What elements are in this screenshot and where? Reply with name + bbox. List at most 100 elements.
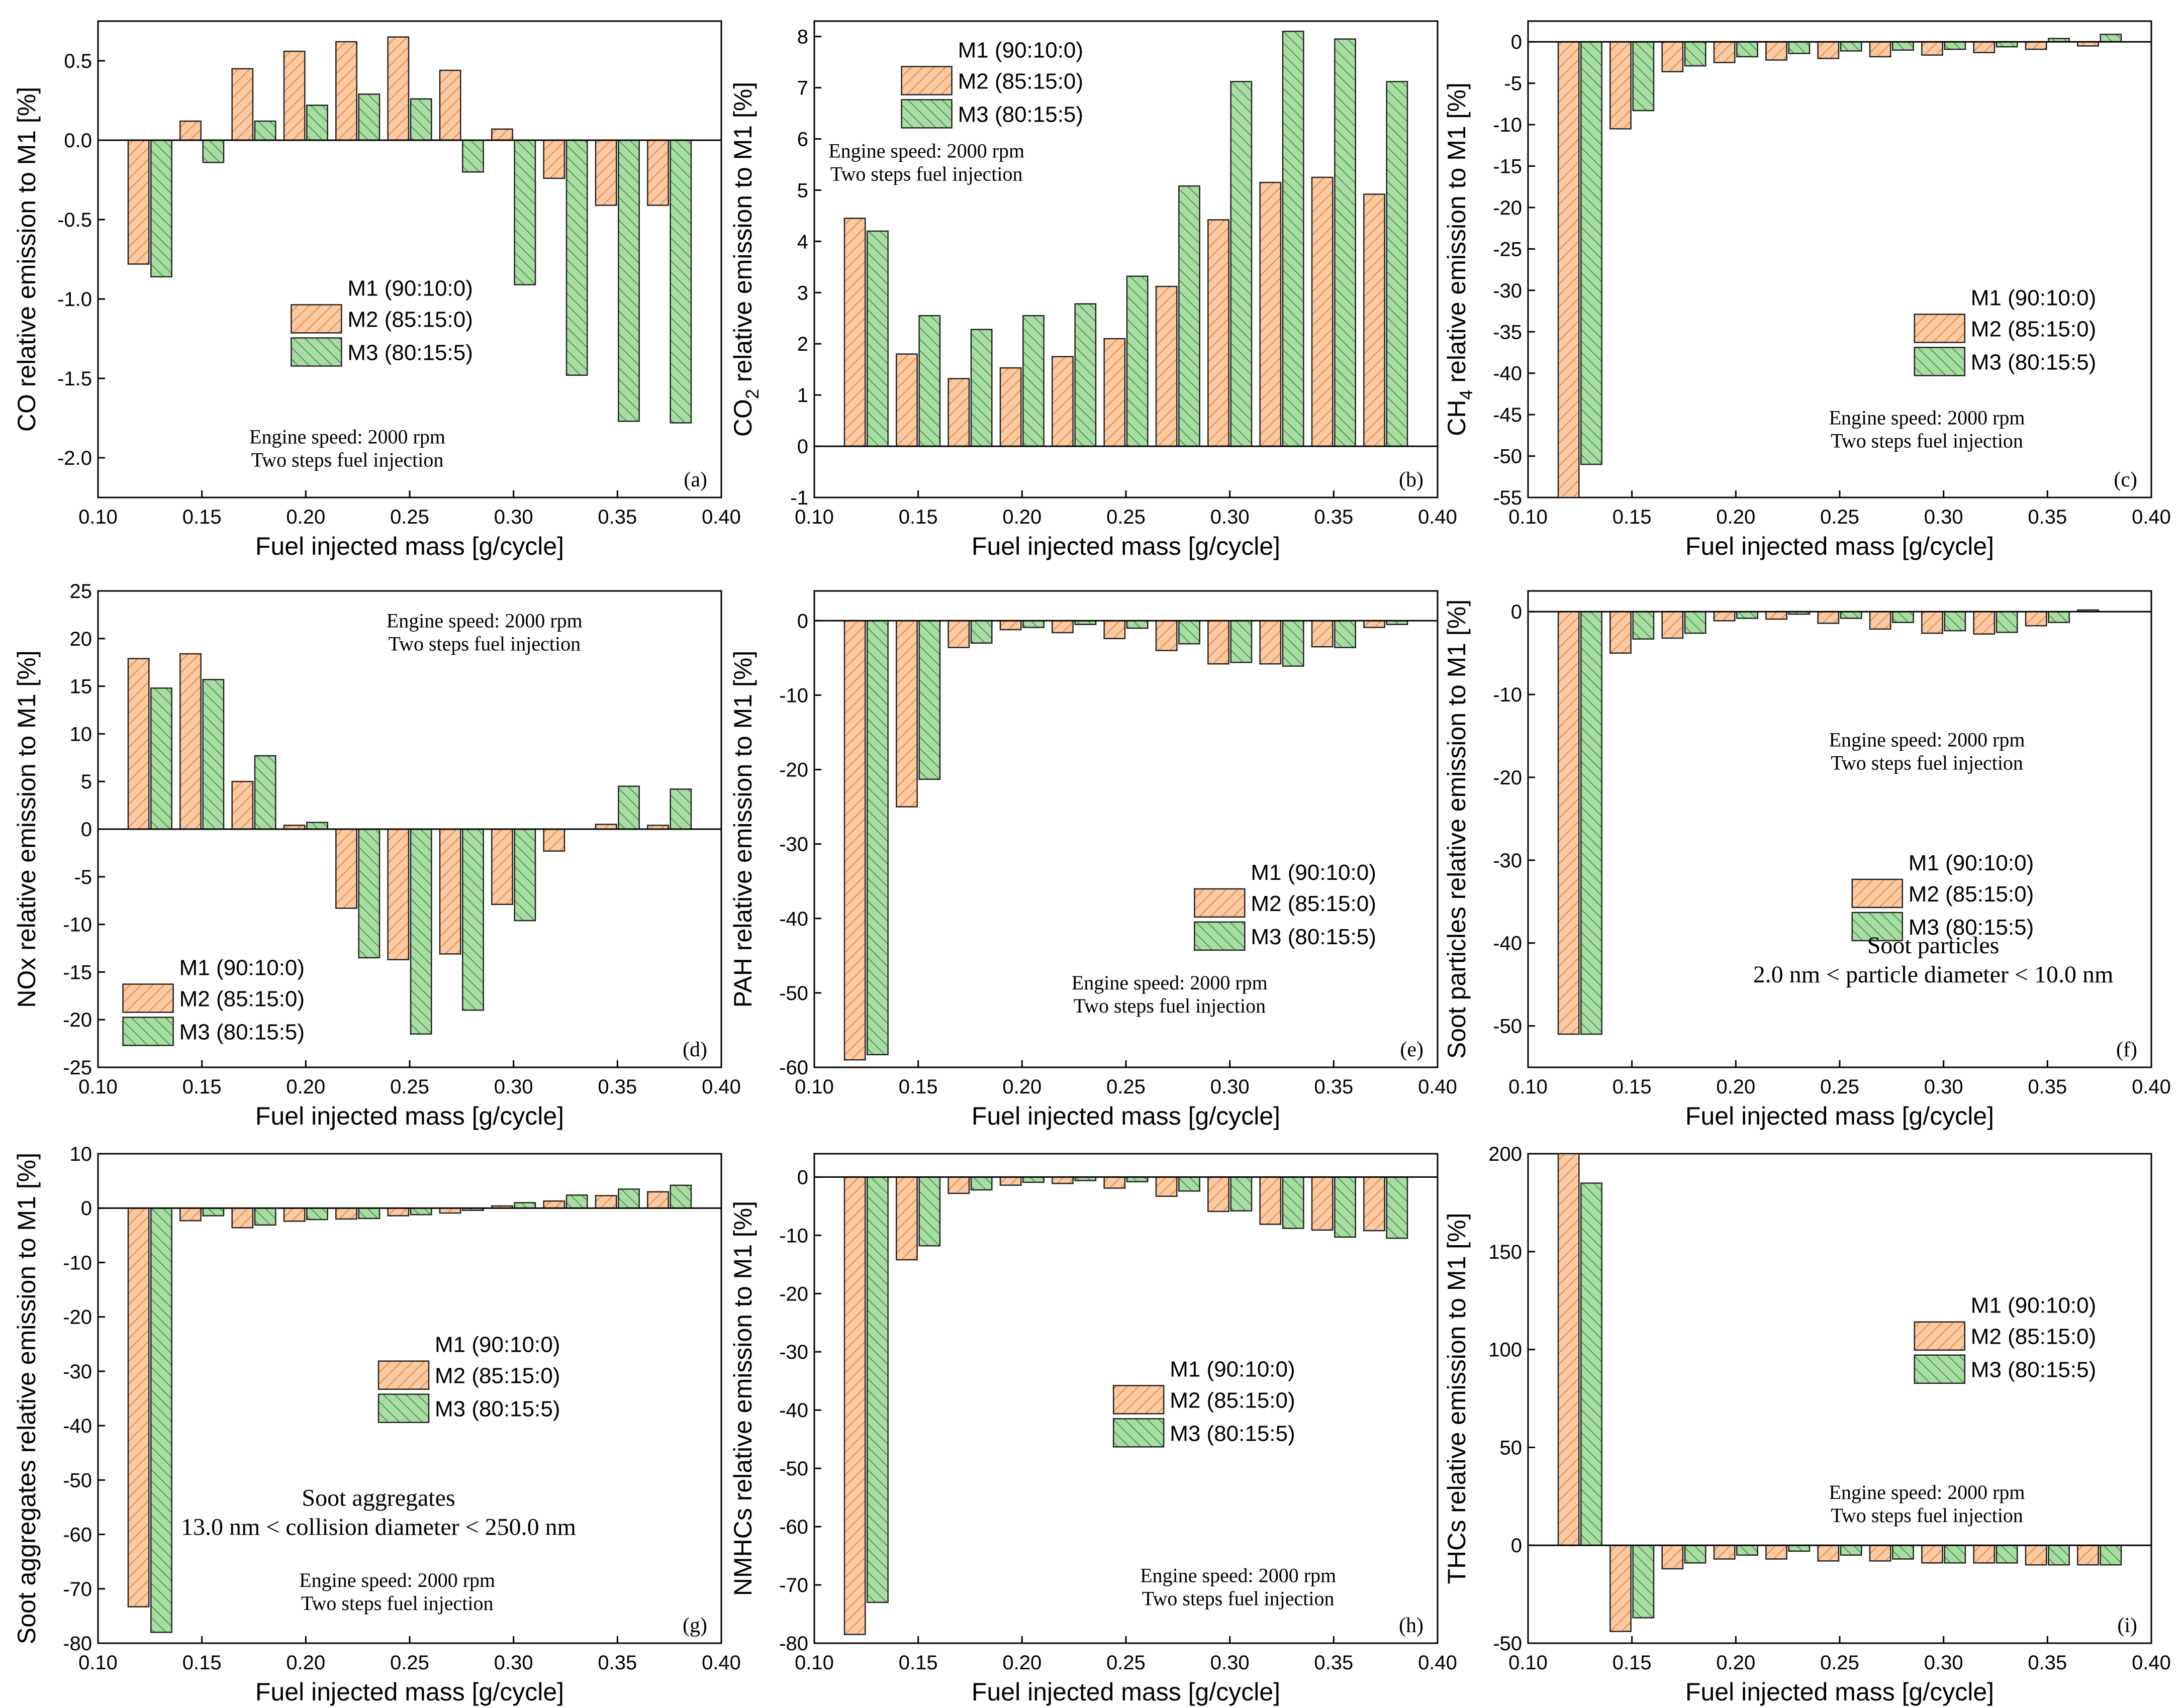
panel-a-legend-m2: M2 (85:15:0) (347, 307, 472, 332)
panel-g-ytick-label: -50 (63, 1469, 92, 1491)
panel-c-letter: (c) (2114, 468, 2137, 491)
bar-i-m2-3 (1713, 1544, 1736, 1560)
bar-i-m3-6 (1892, 1544, 1914, 1560)
panel-e-ytick-label: -10 (779, 684, 808, 707)
panel-c-ytick-label: -40 (1493, 363, 1522, 385)
bar-d-m2-5 (387, 828, 410, 961)
panel-a-legend-swatch-m2 (291, 304, 342, 334)
panel-b-note-0: Engine speed: 2000 rpm (828, 140, 1024, 162)
bar-d-m3-3 (306, 822, 328, 830)
panel-b-xtick-label: 0.15 (899, 506, 938, 528)
panel-i-xtick-label: 0.30 (1924, 1652, 1963, 1674)
bar-f-m3-2 (1684, 611, 1706, 634)
panel-e-xtick-label: 0.15 (899, 1076, 938, 1098)
panel-c-ytick-label: -30 (1493, 280, 1522, 302)
panel-h-xtick-label: 0.25 (1106, 1652, 1146, 1674)
bar-h-m2-8 (1259, 1176, 1282, 1225)
panel-d-legend: M1 (90:10:0) M2 (85:15:0) M3 (80:15:5) (122, 955, 305, 1046)
panel-g-xtick-label: 0.10 (78, 1652, 118, 1674)
bar-d-m2-0 (127, 658, 150, 830)
panel-c-ytick-label: -35 (1493, 321, 1522, 343)
panel-a-letter: (a) (684, 468, 707, 491)
panel-e-ytick-label: 0 (797, 610, 808, 632)
panel-d-xtick-label: 0.35 (598, 1076, 637, 1098)
panel-i-ytick-label: 50 (1500, 1437, 1523, 1459)
panel-g-extra-note-1: 13.0 nm < collision diameter < 250.0 nm (181, 1514, 576, 1541)
panel-g-ytick-label: 0 (81, 1197, 92, 1220)
panel-i-legend-m3: M3 (80:15:5) (1971, 1358, 2096, 1382)
bar-d-m3-1 (202, 679, 225, 830)
panel-i-xtick-label: 0.25 (1820, 1652, 1859, 1674)
panel-i-xtick-label: 0.40 (2132, 1652, 2171, 1674)
panel-e-letter: (e) (1400, 1038, 1423, 1061)
bar-b-m2-4 (1052, 356, 1074, 447)
bar-e-m3-5 (1126, 620, 1149, 629)
panel-b-legend-m1: M1 (90:10:0) (958, 38, 1083, 62)
panel-i-note-0: Engine speed: 2000 rpm (1829, 1481, 2025, 1503)
bar-i-m2-5 (1817, 1544, 1840, 1562)
panel-c-xtick-label: 0.15 (1612, 506, 1652, 528)
bar-a-m2-0 (127, 139, 150, 265)
panel-b-ylabel: CO2 relative emission to M1 [%] (729, 82, 763, 437)
bar-f-m2-4 (1765, 611, 1787, 620)
bar-i-m2-6 (1869, 1544, 1891, 1562)
panel-c-ytick-label: -55 (1493, 487, 1522, 509)
bar-f-m2-8 (1973, 611, 1996, 635)
panel-h-ytick-label: 0 (797, 1166, 808, 1188)
panel-g-legend-m3: M3 (80:15:5) (435, 1397, 560, 1422)
panel-i-bars (1557, 1154, 2122, 1632)
bar-d-m2-6 (439, 828, 461, 955)
panel-g-note-1: Two steps fuel injection (301, 1592, 494, 1615)
panel-e-xtick-label: 0.10 (795, 1076, 834, 1098)
panel-d-note-0: Engine speed: 2000 rpm (387, 609, 583, 632)
panel-d-ytick-label: -10 (63, 914, 92, 936)
panel-d-xtick-label: 0.20 (286, 1076, 325, 1098)
bar-i-m2-4 (1765, 1544, 1787, 1560)
panel-g-xtick-label: 0.25 (390, 1652, 429, 1674)
bar-d-m3-2 (254, 755, 276, 830)
bar-h-m2-3 (999, 1176, 1022, 1186)
panel-b-legend-m2: M2 (85:15:0) (958, 69, 1083, 93)
panel-b-ytick-label: 8 (797, 26, 808, 48)
panel-g: 0.10 0.15 0.20 0.25 0.30 0.35 0.40 10 0 -10 -20 -30… (13, 1143, 741, 1706)
panel-i-legend-m2: M2 (85:15:0) (1971, 1325, 2096, 1349)
bar-b-m2-5 (1103, 338, 1126, 447)
bar-g-m3-9 (618, 1188, 640, 1209)
panel-f-extra-note-0: Soot particles (1867, 932, 2000, 959)
panel-i-legend-m1: M1 (90:10:0) (1971, 1293, 2096, 1318)
panel-h-ytick-label: -60 (779, 1516, 808, 1538)
panel-b-ytick-label: 4 (797, 231, 808, 253)
bar-a-m3-4 (358, 93, 381, 141)
panel-a-xlabel: Fuel injected mass [g/cycle] (255, 532, 564, 560)
panel-h-note-0: Engine speed: 2000 rpm (1140, 1564, 1336, 1586)
panel-i-ytick-label: 100 (1488, 1339, 1522, 1361)
bar-g-m2-5 (387, 1207, 410, 1217)
bar-a-m3-8 (565, 139, 588, 376)
bar-e-m3-3 (1022, 620, 1044, 628)
bar-c-m2-8 (1973, 41, 1996, 53)
bar-h-m3-6 (1178, 1176, 1200, 1192)
panel-b-xtick-label: 0.30 (1210, 506, 1250, 528)
panel-f-extra-note-1: 2.0 nm < particle diameter < 10.0 nm (1753, 961, 2114, 988)
panel-f-xtick-label: 0.10 (1508, 1076, 1548, 1098)
panel-h-xlabel: Fuel injected mass [g/cycle] (972, 1678, 1280, 1706)
panel-c-ytick-label: -5 (1504, 73, 1522, 95)
panel-a-ytick-label: -1.0 (57, 288, 92, 311)
panel-a-legend: M1 (90:10:0) M2 (85:15:0) M3 (80:15:5) (291, 276, 473, 367)
panel-a-xtick-label: 0.25 (390, 506, 429, 528)
panel-d-ytick-label: -15 (63, 961, 92, 983)
panel-e-ylabel: PAH relative emission to M1 [%] (729, 651, 757, 1008)
panel-c-ylabel-rest: relative emission to M1 [%] (1443, 82, 1471, 389)
bar-g-m2-8 (543, 1200, 565, 1209)
panel-h-letter: (h) (1399, 1614, 1423, 1637)
panel-h-ytick-label: -80 (779, 1633, 808, 1655)
bar-b-m2-7 (1207, 219, 1229, 447)
panel-g-ytick-label: -10 (63, 1252, 92, 1274)
panel-e-legend-m2: M2 (85:15:0) (1251, 891, 1376, 916)
panel-e-xtick-label: 0.20 (1002, 1076, 1041, 1098)
bar-e-m3-9 (1334, 620, 1356, 648)
bar-h-m3-0 (867, 1176, 889, 1603)
panel-c-xtick-label: 0.10 (1508, 506, 1548, 528)
panel-f-legend: M1 (90:10:0) M2 (85:15:0) M3 (80:15:5) (1851, 851, 2034, 942)
bar-e-m2-10 (1363, 620, 1385, 628)
